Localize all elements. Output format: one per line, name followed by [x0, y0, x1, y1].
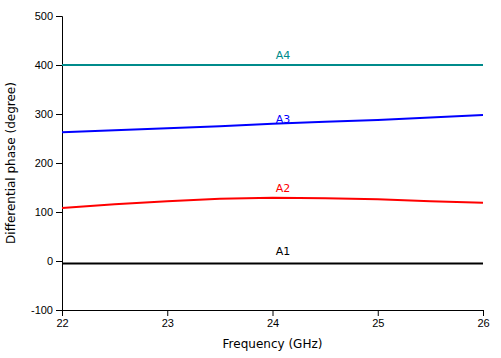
annotations: A4 A3 A2 A1 [276, 49, 291, 258]
x-tick-mark [167, 310, 168, 316]
y-tick-mark [56, 163, 62, 164]
y-tick-label: 300 [35, 108, 53, 120]
annotation: A1 [276, 245, 291, 258]
series-line [62, 198, 483, 208]
plot: 22 23 24 25 26 -100 0 100 200 300 400 500 A4 A3 A2 A1 [31, 10, 490, 329]
x-tick-label: 26 [477, 317, 489, 329]
y-axis-line [56, 17, 63, 311]
x-tick-mark [483, 310, 484, 316]
annotation: A2 [276, 182, 291, 195]
x-tick-label: 25 [372, 317, 384, 329]
y-axis-title: Differential phase (degree) [4, 82, 18, 244]
y-axis: -100 0 100 200 300 400 500 [31, 10, 63, 316]
annotation: A3 [276, 113, 291, 126]
y-tick: 0 [47, 255, 62, 267]
y-tick-mark [56, 114, 62, 115]
y-tick: 200 [35, 157, 62, 169]
y-tick-mark [56, 212, 62, 213]
y-tick-label: 500 [35, 10, 53, 22]
x-axis-line [63, 311, 484, 317]
x-tick-label: 22 [56, 317, 68, 329]
y-tick: 100 [35, 206, 62, 218]
x-tick-label: 23 [162, 317, 174, 329]
y-tick-label: 100 [35, 206, 53, 218]
x-tick: 22 [56, 310, 68, 329]
y-tick: -100 [31, 304, 62, 316]
y-tick-label: -100 [31, 304, 53, 316]
y-tick-mark [56, 310, 62, 311]
x-tick: 26 [477, 310, 489, 329]
x-axis-title: Frequency (GHz) [223, 337, 323, 351]
y-tick: 300 [35, 108, 62, 120]
x-axis: 22 23 24 25 26 [56, 310, 489, 329]
chart: 22 23 24 25 26 -100 0 100 200 300 400 500 A4 A3 A2 A1 Fr… [0, 0, 501, 358]
x-tick-label: 24 [267, 317, 279, 329]
series-line [62, 64, 483, 66]
y-tick: 500 [35, 10, 62, 22]
y-tick-mark [56, 65, 62, 66]
x-tick: 23 [162, 310, 174, 329]
series-line [62, 115, 483, 132]
y-tick-mark [56, 261, 62, 262]
x-tick-mark [378, 310, 379, 316]
x-tick: 24 [267, 310, 279, 329]
y-tick-mark [56, 16, 62, 17]
y-tick-label: 400 [35, 59, 53, 71]
annotation: A4 [276, 49, 291, 62]
y-tick-label: 0 [47, 255, 53, 267]
lines [62, 65, 483, 263]
x-tick: 25 [372, 310, 384, 329]
y-tick: 400 [35, 59, 62, 71]
series-line [62, 262, 483, 264]
x-tick-mark [273, 310, 274, 316]
y-tick-label: 200 [35, 157, 53, 169]
